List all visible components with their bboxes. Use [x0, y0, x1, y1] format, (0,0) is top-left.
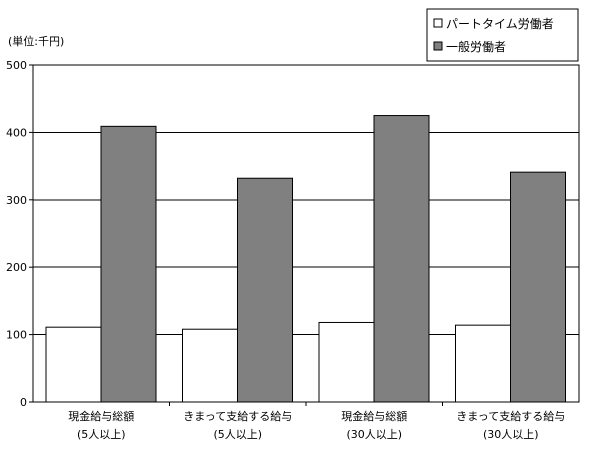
legend: パートタイム労働者 一般労働者 — [426, 8, 579, 62]
bars — [45, 115, 566, 406]
legend-swatch-general — [433, 41, 443, 51]
bar-general-4 — [510, 171, 566, 403]
x-category-label: きまって支給する給与 — [183, 409, 292, 423]
y-tick-label: 300 — [6, 194, 27, 207]
x-axis-category-labels: 現金給与総額 (5人以上) きまって支給する給与 (5人以上) 現金給与総額 (30人以上… — [68, 409, 565, 441]
legend-frame — [426, 8, 579, 62]
y-tick-label: 400 — [6, 126, 27, 139]
x-category-label: (30人以上) — [483, 428, 539, 441]
bar-part-time-2 — [182, 328, 238, 403]
bar-general-1 — [100, 125, 157, 403]
y-tick-label: 500 — [6, 59, 27, 72]
legend-label-part-time: パートタイム労働者 — [446, 17, 554, 31]
legend-swatch-part-time — [433, 18, 443, 28]
x-category-label: 現金給与総額 — [68, 409, 134, 423]
bar-part-time-1 — [45, 326, 102, 403]
y-tick-label: 0 — [20, 396, 27, 409]
y-axis-tick-labels: 0 100 200 300 400 500 — [6, 59, 27, 409]
x-category-label: 現金給与総額 — [341, 409, 407, 423]
bar-part-time-3 — [318, 321, 375, 403]
legend-label-general: 一般労働者 — [446, 39, 506, 54]
unit-label: (単位:千円) — [8, 34, 64, 48]
x-category-label: (5人以上) — [213, 428, 262, 441]
bar-general-3 — [373, 115, 430, 403]
x-category-label: (30人以上) — [346, 428, 402, 441]
y-tick-label: 200 — [6, 261, 27, 274]
x-category-label: きまって支給する給与 — [456, 409, 565, 423]
y-tick-label: 100 — [6, 329, 27, 342]
x-category-label: (5人以上) — [77, 428, 126, 441]
bar-general-2 — [237, 177, 293, 403]
bar-part-time-4 — [455, 324, 511, 403]
